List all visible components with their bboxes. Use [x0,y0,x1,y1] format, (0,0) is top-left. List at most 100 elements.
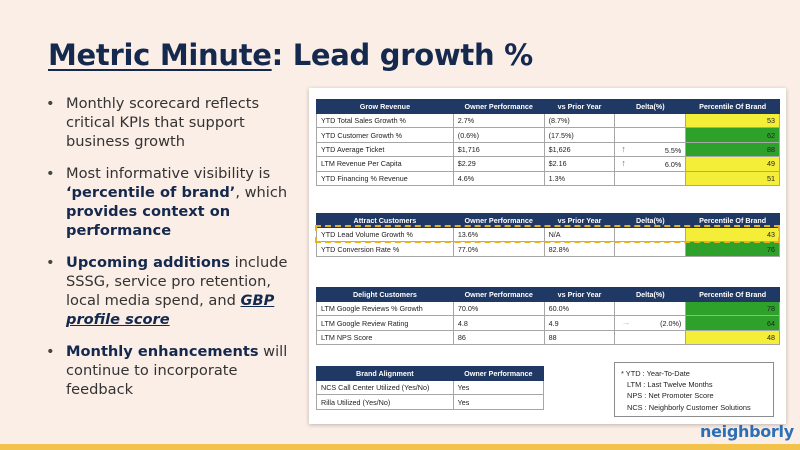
owner-performance-cell: 86 [452,329,545,346]
legend-ncs: NCS : Neighborly Customer Solutions [627,402,751,412]
bullet-list: Monthly scorecard reflects critical KPIs… [46,94,304,412]
delta-value: 6.0% [664,160,682,170]
bullet-4: Monthly enhancements will continue to in… [46,342,304,399]
percentile-cell: 64 [685,315,780,331]
column-header: Grow Revenue [316,99,454,114]
bullet-3-gbp-link[interactable]: GBP profile score [66,292,275,328]
bullet-2-bold2: provides context on performance [66,203,231,239]
delta-value: (2.0%) [660,319,682,329]
delta-cell: ↑ 6.0% [614,156,687,172]
arrow-right-icon: → [621,317,631,328]
prior-year-cell: 82.8% [543,241,616,257]
metric-cell: YTD Financing % Revenue [316,170,454,186]
owner-performance-cell: 77.0% [452,241,545,257]
prior-year-cell: 1.3% [543,170,616,186]
table-row: Rilla Utilized (Yes/No) Yes [316,394,545,410]
column-header: Delta(%) [614,287,687,302]
percentile-cell: 48 [685,329,780,346]
prior-year-cell: 60.0% [543,300,616,317]
delta-cell [614,241,687,257]
column-header: Owner Performance [452,287,545,302]
delight-customers-table: Delight Customers Owner Performance vs Pri… [316,287,780,346]
table-row: NCS Call Center Utilized (Yes/No) Yes [316,379,545,396]
owner-performance-cell: 13.6% [452,226,545,243]
table-header-row: Attract Customers Owner Performance vs Pri… [316,213,780,228]
legend-nps: NPS : Net Promoter Score [627,391,714,401]
owner-performance-cell: $1,716 [452,141,545,158]
bullet-2-pre: Most informative visibility is [66,165,271,182]
delta-cell [614,300,687,317]
owner-performance-cell: 4.8 [452,315,545,331]
table-row: LTM NPS Score 86 88 48 [316,329,780,346]
column-header: Percentile Of Brand [685,287,780,302]
metric-cell: YTD Average Ticket [316,141,454,158]
delta-cell: → (2.0%) [614,315,687,331]
table-row: YTD Average Ticket $1,716 $1,626 ↑ 5.5% 88 [316,141,780,158]
percentile-cell: 78 [685,300,780,317]
metric-cell: Rilla Utilized (Yes/No) [316,394,454,410]
delta-cell [614,226,687,243]
metric-cell: YTD Total Sales Growth % [316,112,454,129]
delta-value: 5.5% [664,145,682,155]
bullet-3-rest: include SSSG, service pro retention, loc… [66,254,288,309]
column-header: Percentile Of Brand [685,213,780,228]
percentile-cell: 49 [685,156,780,172]
grow-revenue-table: Grow Revenue Owner Performance vs Prior Ye… [316,99,780,186]
legend-ltm: LTM : Last Twelve Months [627,380,713,390]
metric-cell: LTM Google Reviews % Growth [316,300,454,317]
table-row: LTM Google Reviews % Growth 70.0% 60.0% 78 [316,300,780,317]
neighborly-logo: neighborly [700,422,794,441]
bullet-1-text: Monthly scorecard reflects critical KPIs… [66,95,260,150]
column-header: Owner Performance [452,366,545,381]
prior-year-cell: 88 [543,329,616,346]
percentile-cell: 43 [685,226,780,243]
bullet-2: Most informative visibility is ‘percenti… [46,164,304,240]
metric-cell: LTM NPS Score [316,329,454,346]
title-rest: : Lead growth % [271,38,534,72]
percentile-cell: 62 [685,127,780,143]
prior-year-cell: $1,626 [543,141,616,158]
column-header: vs Prior Year [543,99,616,114]
bullet-4-rest: will continue to incorporate feedback [66,343,288,398]
delta-cell: ↑ 5.5% [614,141,687,158]
table-header-row: Delight Customers Owner Performance vs Pri… [316,287,780,302]
metric-cell: LTM Revenue Per Capita [316,156,454,172]
delta-cell [614,127,687,143]
percentile-cell: 53 [685,112,780,129]
metric-cell: LTM Google Review Rating [316,315,454,331]
owner-performance-cell: (0.6%) [452,127,545,143]
slide-title: Metric Minute: Lead growth % [48,38,533,72]
arrow-up-icon: ↑ [621,143,626,154]
metric-cell: YTD Lead Volume Growth % [316,226,454,243]
owner-performance-cell: Yes [452,379,545,396]
percentile-cell: 76 [685,241,780,257]
column-header: Delta(%) [614,213,687,228]
bottom-accent-bar [0,444,800,450]
bullet-2-mid: , which [235,184,288,201]
table-row: YTD Conversion Rate % 77.0% 82.8% 76 [316,241,780,257]
prior-year-cell: (17.5%) [543,127,616,143]
abbreviation-legend: * YTD : Year-To-Date LTM : Last Twelve M… [614,362,774,417]
attract-customers-table: Attract Customers Owner Performance vs Pri… [316,213,780,257]
prior-year-cell: 4.9 [543,315,616,331]
arrow-up-icon: ↑ [621,158,626,169]
bullet-3: Upcoming additions include SSSG, service… [46,253,304,329]
column-header: Brand Alignment [316,366,454,381]
brand-alignment-table: Brand Alignment Owner Performance NCS Call… [316,366,545,410]
prior-year-cell: (8.7%) [543,112,616,129]
delta-cell [614,170,687,186]
column-header: Delight Customers [316,287,454,302]
bullet-3-bold: Upcoming additions [66,254,230,271]
owner-performance-cell: $2.29 [452,156,545,172]
column-header: vs Prior Year [543,213,616,228]
column-header: vs Prior Year [543,287,616,302]
owner-performance-cell: Yes [452,394,545,410]
table-row: YTD Customer Growth % (0.6%) (17.5%) 62 [316,127,780,143]
table-row: YTD Lead Volume Growth % 13.6% N/A 43 [316,226,780,243]
bullet-2-bold1: ‘percentile of brand’ [66,184,236,201]
title-underlined: Metric Minute [48,38,272,72]
metric-cell: YTD Customer Growth % [316,127,454,143]
column-header: Owner Performance [452,99,545,114]
column-header: Owner Performance [452,213,545,228]
prior-year-cell: $2.16 [543,156,616,172]
